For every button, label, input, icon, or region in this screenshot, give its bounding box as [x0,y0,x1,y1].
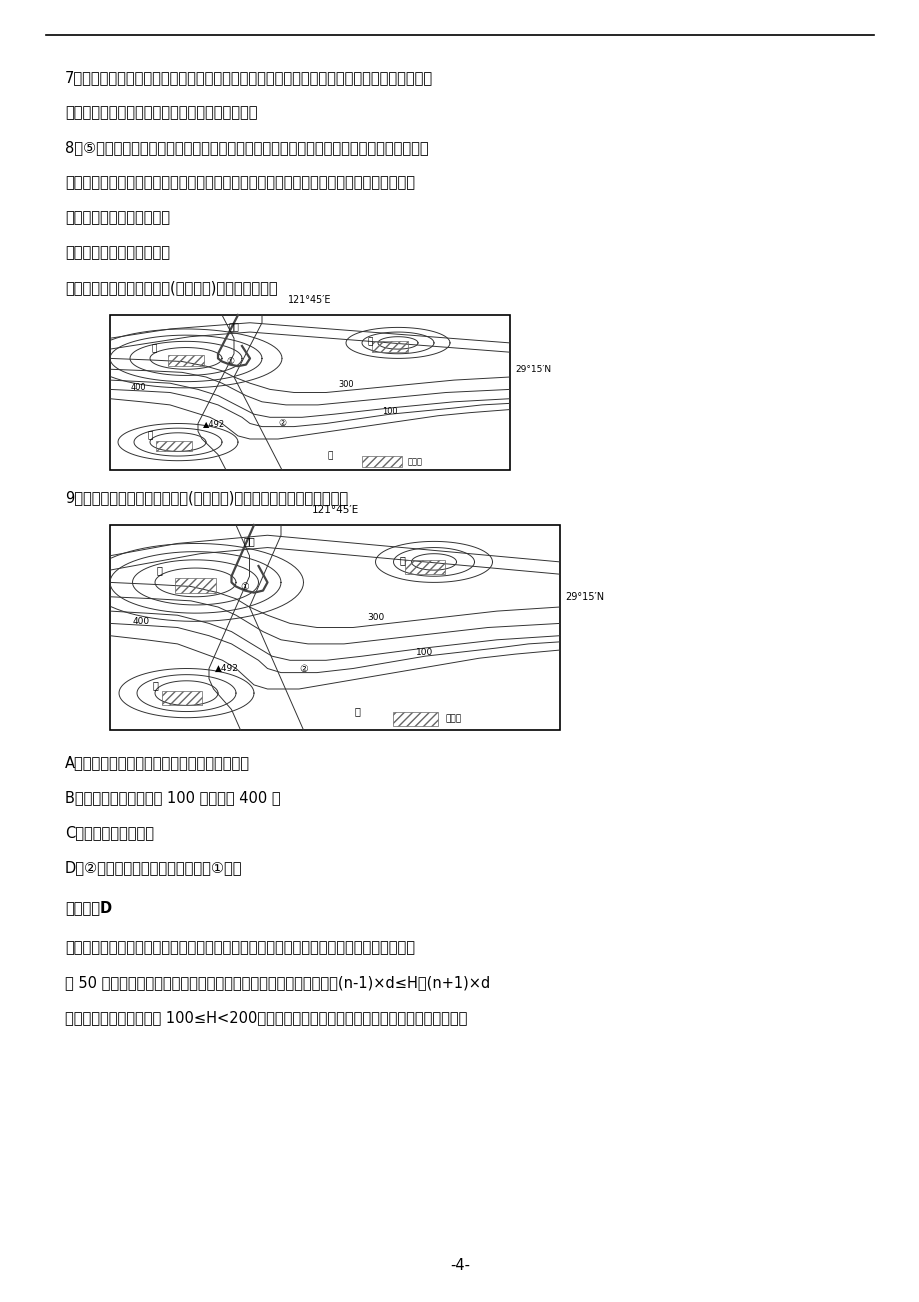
Text: 7．长江三角洲和珠江三角洲应该压缩粮食用地面积，但不能全部转变为蔬菜、花卉、乳畜等用: 7．长江三角洲和珠江三角洲应该压缩粮食用地面积，但不能全部转变为蔬菜、花卉、乳畜… [65,70,433,85]
Text: A．图中河流的流向为从东北流向西南后再向南: A．图中河流的流向为从东北流向西南后再向南 [65,755,250,769]
Text: 居民点: 居民点 [445,715,460,723]
Bar [168,355,204,366]
Text: 居民点: 居民点 [407,457,423,466]
Bar [361,456,402,467]
Text: ②: ② [278,419,286,428]
Text: 100: 100 [381,406,397,415]
Text: 400: 400 [130,383,145,392]
Text: 121°45′E: 121°45′E [288,296,332,305]
Text: 甲: 甲 [156,565,163,575]
Text: D．②地位于山地的迎风坡，降水比①地多: D．②地位于山地的迎风坡，降水比①地多 [65,861,243,875]
Text: 400: 400 [132,617,150,626]
Text: 【解析】河流流向与等高线弯曲方向相反，图中河流自南向北流，后流向东北；图中等高距: 【解析】河流流向与等高线弯曲方向相反，图中河流自南向北流，后流向东北；图中等高距 [65,940,414,954]
Text: 用地向非农业用地的转化。: 用地向非农业用地的转化。 [65,210,170,225]
Text: -4-: -4- [449,1258,470,1272]
Bar [162,691,202,706]
Text: 丙: 丙 [367,337,372,346]
Text: C．甲地能够看到丁地: C．甲地能够看到丁地 [65,825,153,840]
Text: 为 50 米，陡崖处有三条等高线重合，根据陡崖的相对高度计算公式(n-1)×d≤H＜(n+1)×d: 为 50 米，陡崖处有三条等高线重合，根据陡崖的相对高度计算公式(n-1)×d≤… [65,975,490,990]
Text: 121°45′E: 121°45′E [311,505,358,516]
Bar [156,440,192,452]
Bar [110,315,509,470]
Text: 丁: 丁 [354,707,360,716]
Text: 【答案】D: 【答案】D [65,900,112,915]
Text: 100: 100 [416,647,433,656]
Text: ▲492: ▲492 [215,664,239,673]
Text: ①: ① [226,357,233,366]
Text: 的工业发展，促进了当地农业人口向非农业人口的转化；周边地区的工业发展，促进了农业: 的工业发展，促进了当地农业人口向非农业人口的转化；周边地区的工业发展，促进了农业 [65,174,414,190]
Text: 可算出，陡崖相对高度为 100≤H<200；甲地和丁地之间有山地阻挡，看不到丁地；根据图中: 可算出，陡崖相对高度为 100≤H<200；甲地和丁地之间有山地阻挡，看不到丁地… [65,1010,467,1025]
Text: 考点：区域工业化与城市化: 考点：区域工业化与城市化 [65,245,170,260]
Text: 300: 300 [367,613,384,622]
Text: 河流: 河流 [244,536,255,547]
Text: 读我国东部沿海某地等高线(单位：米)图，完成下题。: 读我国东部沿海某地等高线(单位：米)图，完成下题。 [65,280,278,296]
Bar [393,712,438,727]
Bar [175,578,216,592]
Text: ▲492: ▲492 [203,419,225,428]
Text: 乙: 乙 [147,431,153,440]
Text: 甲: 甲 [151,345,156,354]
Text: 地。大量施用化肥、农药不符合可持续发展方向。: 地。大量施用化肥、农药不符合可持续发展方向。 [65,105,257,120]
Text: 丙: 丙 [399,555,405,565]
Text: B．陡崖的相对高度大于 100 米，小于 400 米: B．陡崖的相对高度大于 100 米，小于 400 米 [65,790,280,805]
Text: ①: ① [241,582,249,591]
Bar [371,341,407,353]
Text: 9．读我国东部沿海某地等高线(单位：米)图，图中所反映信息表述正确: 9．读我国东部沿海某地等高线(单位：米)图，图中所反映信息表述正确 [65,490,347,505]
Text: 29°15′N: 29°15′N [515,365,550,374]
Bar [110,525,560,730]
Text: 乙: 乙 [152,680,158,690]
Text: 河流: 河流 [229,323,239,332]
Bar [404,560,445,574]
Text: ②: ② [299,664,308,673]
Text: 8．⑤市的产业结构调整，使某些制造业向周边转移，促进了周边地区工业的发展；周边地区: 8．⑤市的产业结构调整，使某些制造业向周边转移，促进了周边地区工业的发展；周边地… [65,141,428,155]
Text: 丁: 丁 [327,452,333,461]
Text: 300: 300 [338,380,354,389]
Text: 29°15′N: 29°15′N [564,591,604,602]
